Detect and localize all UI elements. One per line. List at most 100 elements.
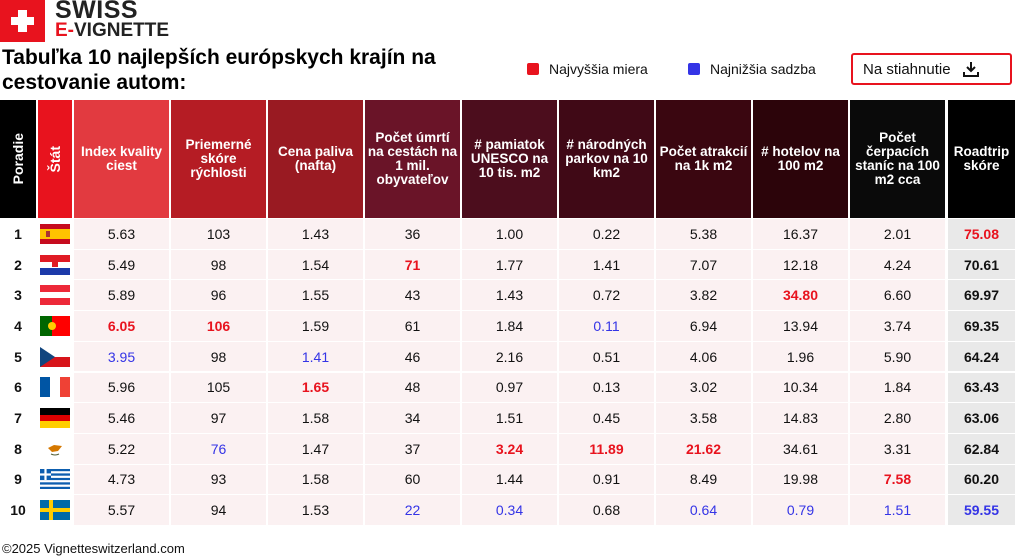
value-cell: 1.84 [850, 372, 945, 403]
value-cell: 4.73 [74, 464, 169, 495]
column-header: Štát [38, 100, 72, 218]
value-cell: 1.51 [462, 403, 557, 433]
value-cell: 103 [171, 219, 266, 249]
score-cell: 59.55 [948, 495, 1015, 525]
value-cell: 43 [365, 280, 460, 311]
value-cell: 5.46 [74, 403, 169, 433]
logo-flag [0, 0, 45, 42]
value-cell: 2.01 [850, 219, 945, 249]
title: Tabuľka 10 najlepších európskych krajín … [2, 46, 436, 94]
value-cell: 7.58 [850, 464, 945, 495]
column-header: Počet čerpacích staníc na 100 m2 cca [850, 100, 945, 218]
flag [40, 408, 70, 429]
header-label: Index kvality ciest [80, 144, 163, 173]
value-cell: 37 [365, 433, 460, 464]
value-cell: 46 [365, 341, 460, 372]
value-cell: 34 [365, 403, 460, 433]
value-cell: 5.63 [74, 219, 169, 249]
download-icon [962, 62, 979, 77]
flag-cell [38, 249, 72, 280]
value-cell: 3.31 [850, 433, 945, 464]
rank: 1 [0, 219, 36, 249]
value-cell: 94 [171, 495, 266, 525]
value-cell: 1.41 [559, 249, 654, 280]
brand-prefix: E- [55, 20, 74, 41]
flag-cell [38, 464, 72, 495]
flag-cell [38, 280, 72, 311]
value-cell: 5.96 [74, 372, 169, 403]
value-cell: 1.84 [462, 311, 557, 341]
header-label: # pamiatok UNESCO na 10 tis. m2 [470, 137, 549, 180]
value-cell: 11.89 [559, 433, 654, 464]
value-cell: 2.80 [850, 403, 945, 433]
value-cell: 0.11 [559, 311, 654, 341]
column-header: Priemerné skóre rýchlosti [171, 100, 266, 218]
score-cell: 69.97 [948, 280, 1015, 311]
flag [40, 438, 70, 459]
value-cell: 3.74 [850, 311, 945, 341]
value-cell: 0.22 [559, 219, 654, 249]
value-cell: 34.80 [753, 280, 848, 311]
score-cell: 70.61 [948, 249, 1015, 280]
value-cell: 1.53 [268, 495, 363, 525]
header-label: Počet atrakcií na 1k m2 [659, 144, 748, 173]
flag-cell [38, 341, 72, 372]
flag-cell [38, 219, 72, 249]
value-cell: 0.34 [462, 495, 557, 525]
value-cell: 96 [171, 280, 266, 311]
value-cell: 2.16 [462, 341, 557, 372]
value-cell: 0.13 [559, 372, 654, 403]
value-cell: 5.49 [74, 249, 169, 280]
rank: 8 [0, 433, 36, 464]
flag [40, 500, 70, 521]
value-cell: 16.37 [753, 219, 848, 249]
value-cell: 6.94 [656, 311, 751, 341]
value-cell: 12.18 [753, 249, 848, 280]
value-cell: 1.58 [268, 403, 363, 433]
value-cell: 5.57 [74, 495, 169, 525]
score-cell: 63.06 [948, 403, 1015, 433]
value-cell: 10.34 [753, 372, 848, 403]
value-cell: 93 [171, 464, 266, 495]
column-header: # národných parkov na 10 km2 [559, 100, 654, 218]
rank: 5 [0, 341, 36, 372]
header-label: Štát [47, 145, 63, 173]
header-label: Počet úmrtí na cestách na 1 mil. obyvate… [367, 130, 458, 187]
flag-cell [38, 495, 72, 525]
column-header: Počet úmrtí na cestách na 1 mil. obyvate… [365, 100, 460, 218]
header-label: Roadtrip skóre [953, 144, 1010, 173]
value-cell: 1.51 [850, 495, 945, 525]
score-cell: 64.24 [948, 341, 1015, 372]
button-label: Na stiahnutie [863, 60, 951, 78]
value-cell: 98 [171, 341, 266, 372]
score-cell: 60.20 [948, 464, 1015, 495]
score-cell: 69.35 [948, 311, 1015, 341]
value-cell: 106 [171, 311, 266, 341]
header-label: Cena paliva (nafta) [277, 144, 354, 173]
legend-label: Najnižšia sadzba [710, 61, 816, 77]
value-cell: 0.51 [559, 341, 654, 372]
value-cell: 14.83 [753, 403, 848, 433]
legend-item: Najnižšia sadzba [688, 61, 816, 77]
column-header: # hotelov na 100 m2 [753, 100, 848, 218]
value-cell: 6.60 [850, 280, 945, 311]
legend-swatch [527, 63, 539, 75]
rank: 10 [0, 495, 36, 525]
download-button[interactable]: Na stiahnutie [851, 53, 1012, 85]
flag-cell [38, 311, 72, 341]
value-cell: 5.90 [850, 341, 945, 372]
value-cell: 0.68 [559, 495, 654, 525]
score-cell: 75.08 [948, 219, 1015, 249]
value-cell: 22 [365, 495, 460, 525]
brand: SWISS [55, 0, 139, 24]
value-cell: 1.47 [268, 433, 363, 464]
value-cell: 1.54 [268, 249, 363, 280]
column-header: Počet atrakcií na 1k m2 [656, 100, 751, 218]
value-cell: 97 [171, 403, 266, 433]
column-header: Index kvality ciest [74, 100, 169, 218]
value-cell: 1.55 [268, 280, 363, 311]
header-label: Poradie [10, 133, 26, 185]
value-cell: 6.05 [74, 311, 169, 341]
rank: 4 [0, 311, 36, 341]
value-cell: 1.44 [462, 464, 557, 495]
